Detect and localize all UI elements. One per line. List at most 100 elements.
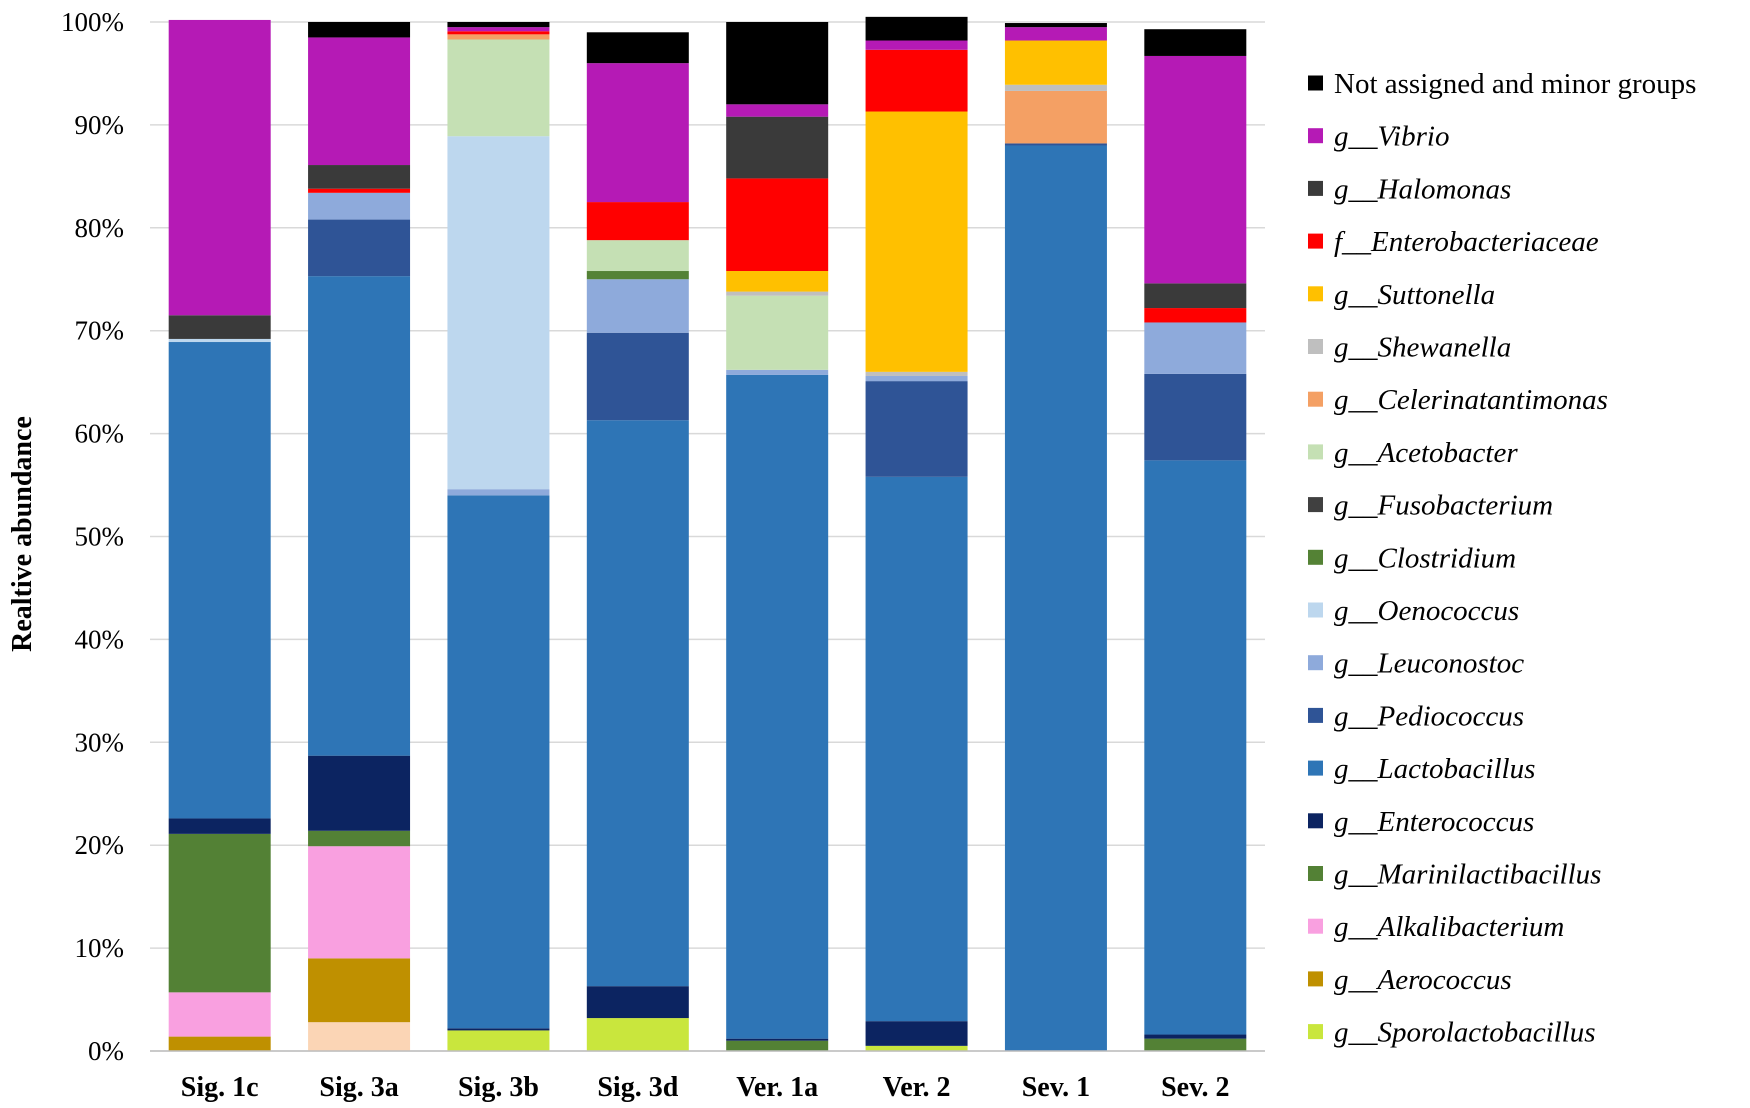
legend-item: g__Oenococcus [1308, 595, 1519, 627]
bar-segment: g__Marinilactibacillus: 1 [726, 1040, 829, 1051]
bar-segment: g__Pediococcus: 8.5 [586, 332, 689, 421]
legend-swatch [1308, 339, 1323, 354]
bar-segment: Not assigned and minor groups: 0.5 [447, 22, 550, 28]
bar-segment: g__Leuconostoc: 5.2 [586, 279, 689, 333]
legend-label: g__Leuconostoc [1334, 648, 1524, 680]
y-tick-label: 70% [75, 316, 125, 346]
bar-segment: g__Enterococcus: 7.3 [308, 755, 411, 831]
x-tick-label: Sev. 1 [1022, 1072, 1090, 1103]
legend-item: g__Alkalibacterium [1308, 911, 1564, 943]
bar-segment: g__Suttonella: 2 [726, 271, 829, 292]
bar-segment: g__Sporolactobacillus: 3.2 [586, 1018, 689, 1051]
bar-segment: g__Halomonas: 2.3 [308, 165, 411, 189]
bar-segment: g__Pediococcus: 8.4 [1144, 373, 1247, 461]
bar-segment: g__Aerococcus: 6.2 [308, 958, 411, 1023]
legend-label: g__Lactobacillus [1334, 753, 1535, 785]
bar-segment: g__Enterococcus: 0.2 [726, 1038, 829, 1041]
bar-segment: g__Leuconostoc: 0.5 [865, 375, 968, 382]
legend-swatch [1308, 549, 1323, 565]
bar-stack: g__Lactobacillus: 88g__Pediococcus: 0.2g… [1004, 23, 1107, 1052]
bar-segment: g__Clostridium: 0.8 [586, 271, 689, 280]
legend-swatch [1308, 918, 1323, 934]
bar-segment: f__Enterobacteriaceae: 0.3 [447, 31, 550, 35]
bar-segment: g__Marinilactibacillus: 1.5 [308, 830, 411, 847]
bar-segment: g__Acetobacter: 7.2 [726, 295, 829, 370]
bar-segment: g__Vibrio: 13.5 [586, 63, 689, 203]
bar-segment: g__Acetobacter: 9.4 [447, 39, 550, 137]
bar-segment: g__Oenococcus: 0.3 [168, 338, 271, 343]
x-tick-label: Ver. 2 [883, 1072, 951, 1103]
legend-item: f__Enterobacteriaceae [1308, 226, 1599, 258]
legend-label: Not assigned and minor groups [1334, 68, 1696, 100]
bar-segment: g__Marinilactibacillus: 15.4 [168, 833, 271, 993]
bar-segment: g__Lactobacillus: 46.3 [168, 342, 271, 819]
bar-segment: f__Enterobacteriaceae: 0.4 [308, 188, 411, 193]
bar-stack: g__Marinilactibacillus: 1g__Enterococcus… [726, 22, 829, 1051]
legend-swatch [1308, 128, 1323, 144]
bar-segment: Not assigned and minor groups: 2.3 [865, 16, 968, 41]
y-tick-label: 40% [75, 624, 125, 654]
bar-segment: g__Enterococcus: 0.2 [447, 1028, 550, 1031]
legend-label: g__Suttonella [1334, 279, 1495, 311]
bar-segment: g__Aerococcus: 1.4 [168, 1036, 271, 1051]
legend-label: g__Fusobacterium [1334, 490, 1553, 522]
legend-label: g__Aerococcus [1334, 964, 1512, 996]
y-tick-label: 0% [88, 1036, 124, 1066]
y-tick-label: 50% [75, 522, 125, 552]
bar-segment: Not assigned and minor groups: 0.4 [1004, 23, 1107, 28]
legend-item: g__Fusobacterium [1308, 490, 1553, 522]
bar-segment: g__Alkalibacterium: 4.3 [168, 992, 271, 1037]
bars: g__Aerococcus: 1.4g__Alkalibacterium: 4.… [168, 16, 1247, 1052]
bar-stack: g__Sporolactobacillus: 2g__Enterococcus:… [447, 22, 550, 1051]
bar-segment: f__Enterobacteriaceae: 6 [865, 49, 968, 112]
bar-stack: g__Sporolactobacillus: 0.5g__Enterococcu… [865, 16, 968, 1051]
bar-segment: unlabeled-peach: 2.8 [308, 1022, 411, 1051]
y-tick-label: 90% [75, 110, 125, 140]
legend-swatch [1308, 707, 1323, 723]
bar-segment: Not assigned and minor groups: 8 [726, 22, 829, 105]
legend-label: g__Vibrio [1334, 121, 1449, 153]
legend-swatch [1308, 1024, 1323, 1040]
bar-segment: g__Vibrio: 28.7 [168, 19, 271, 316]
x-tick-label: Sig. 3b [458, 1072, 539, 1103]
bar-segment: g__Vibrio: 1.2 [726, 104, 829, 117]
legend-item: g__Clostridium [1308, 542, 1516, 574]
bar-segment: g__Halomonas: 6 [726, 116, 829, 179]
legend: Not assigned and minor groups g__Vibrio g_… [1308, 68, 1696, 1049]
legend-item: g__Lactobacillus [1308, 753, 1535, 785]
legend-label: f__Enterobacteriaceae [1334, 226, 1599, 258]
bar-segment: f__Enterobacteriaceae: 1.4 [1144, 308, 1247, 323]
legend-label: g__Celerinatantimonas [1334, 384, 1608, 416]
bar-segment: g__Halomonas: 2.3 [168, 315, 271, 339]
legend-item: g__Marinilactibacillus [1308, 859, 1601, 891]
legend-swatch [1308, 813, 1323, 829]
legend-label: g__Marinilactibacillus [1334, 859, 1601, 891]
bar-segment: g__Lactobacillus: 55.8 [1144, 460, 1247, 1035]
bar-segment: g__Lactobacillus: 46.6 [308, 276, 411, 756]
legend-swatch [1308, 391, 1323, 407]
bar-segment: g__Vibrio: 0.4 [447, 27, 550, 32]
legend-item: g__Sporolactobacillus [1308, 1017, 1596, 1049]
bar-stack: g__Sporolactobacillus: 3.2g__Enterococcu… [586, 32, 689, 1051]
legend-label: g__Shewanella [1334, 332, 1511, 364]
legend-item: g__Halomonas [1308, 173, 1511, 205]
x-tick-label: Sev. 2 [1161, 1072, 1229, 1103]
legend-item: g__Acetobacter [1308, 437, 1518, 469]
legend-item: g__Vibrio [1308, 121, 1449, 153]
legend-swatch [1308, 497, 1323, 513]
bar-segment: g__Alkalibacterium: 10.9 [308, 846, 411, 959]
bar-segment: g__Sporolactobacillus: 0.5 [865, 1045, 968, 1051]
bar-segment: g__Leuconostoc: 2.6 [308, 192, 411, 220]
y-tick-label: 20% [75, 830, 125, 860]
bar-segment: g__Lactobacillus: 52.9 [865, 476, 968, 1022]
legend-label: g__Sporolactobacillus [1334, 1017, 1596, 1049]
y-tick-label: 10% [75, 933, 125, 963]
bar-segment: g__Leuconostoc: 5 [1144, 322, 1247, 374]
bar-segment: g__Leuconostoc: 0.5 [726, 369, 829, 375]
y-tick-label: 60% [75, 419, 125, 449]
bar-segment: f__Enterobacteriaceae: 3.7 [586, 202, 689, 241]
legend-label: g__Pediococcus [1334, 700, 1524, 732]
bar-segment: g__Pediococcus: 5.5 [308, 219, 411, 277]
